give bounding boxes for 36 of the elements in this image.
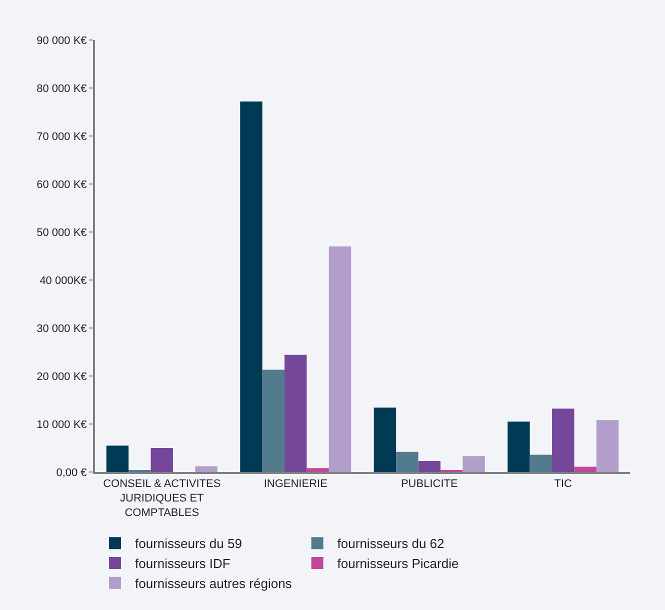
bar bbox=[106, 446, 129, 472]
bar bbox=[418, 460, 440, 472]
legend-label: fournisseurs du 59 bbox=[135, 536, 242, 552]
legend-label: fournisseurs IDF bbox=[135, 556, 230, 572]
bar bbox=[552, 408, 574, 472]
y-tick-label: 40 000K€ bbox=[40, 274, 87, 287]
x-tick-label: PUBLICITE bbox=[400, 478, 458, 490]
bar bbox=[150, 448, 173, 472]
y-tick-label: 30 000 K€ bbox=[36, 322, 87, 335]
bar bbox=[530, 454, 552, 472]
y-tick-label: 70 000 K€ bbox=[36, 130, 87, 143]
bar bbox=[508, 422, 530, 472]
legend-label: fournisseurs du 62 bbox=[337, 536, 444, 552]
x-tick-label: INGENIERIE bbox=[264, 478, 328, 490]
bar bbox=[195, 466, 218, 472]
bar bbox=[596, 420, 619, 472]
x-tick-label: CONSEIL & ACTIVITES JURIDIQUES ET COMPTABLES bbox=[103, 478, 221, 519]
x-tick-label: TIC bbox=[554, 478, 572, 490]
legend-label: fournisseurs Picardie bbox=[337, 556, 459, 572]
bar bbox=[396, 452, 418, 472]
bar bbox=[574, 466, 596, 472]
bar bbox=[374, 408, 396, 472]
bar bbox=[262, 370, 285, 472]
y-tick-label: 60 000 K€ bbox=[36, 178, 87, 191]
bar bbox=[328, 246, 352, 472]
bar bbox=[240, 101, 262, 472]
y-tick-label: 50 000 K€ bbox=[36, 226, 87, 239]
y-tick-label: 0,00 € bbox=[56, 466, 87, 479]
y-tick-label: 10 000 K€ bbox=[36, 418, 87, 431]
legend-label: fournisseurs autres régions bbox=[135, 576, 292, 591]
bar bbox=[306, 468, 329, 472]
y-tick-label: 20 000 K€ bbox=[36, 370, 87, 383]
bar bbox=[284, 354, 307, 472]
bar bbox=[462, 456, 485, 472]
y-tick-label: 80 000 K€ bbox=[36, 82, 87, 95]
y-tick-label: 90 000 K€ bbox=[36, 34, 87, 47]
